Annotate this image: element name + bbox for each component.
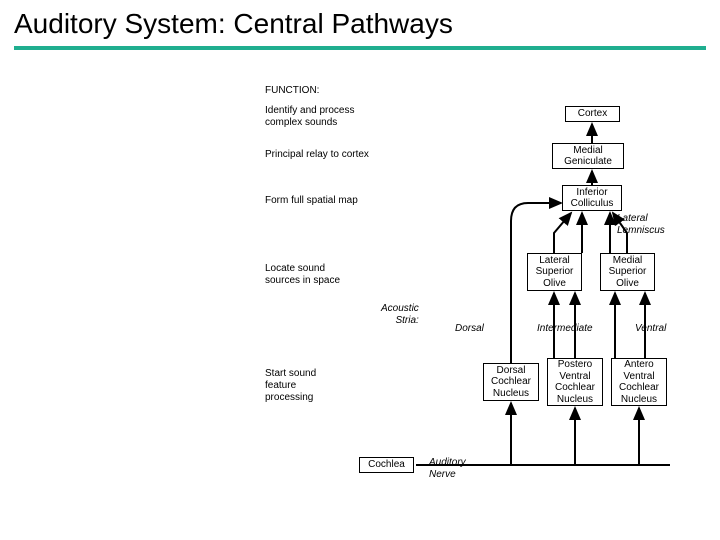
- italic-label-as: AcousticStria:: [381, 303, 419, 326]
- function-label-f4: Locate soundsources in space: [265, 263, 340, 287]
- node-avcn: AnteroVentralCochlearNucleus: [611, 358, 667, 406]
- italic-label-dor: Dorsal: [455, 323, 484, 335]
- node-mso: MedialSuperiorOlive: [600, 253, 655, 291]
- function-label-f2: Principal relay to cortex: [265, 149, 369, 161]
- italic-label-ven: Ventral: [635, 323, 666, 335]
- node-ic: InferiorColliculus: [562, 185, 622, 211]
- node-lso: LateralSuperiorOlive: [527, 253, 582, 291]
- italic-label-an: AuditoryNerve: [429, 457, 466, 480]
- italic-label-int: Intermediate: [537, 323, 593, 335]
- function-label-f3: Form full spatial map: [265, 195, 358, 207]
- node-cortex: Cortex: [565, 106, 620, 122]
- node-dcn: DorsalCochlearNucleus: [483, 363, 539, 401]
- title-underline: [14, 46, 706, 50]
- function-label-f5: Start soundfeatureprocessing: [265, 368, 316, 404]
- node-cochlea: Cochlea: [359, 457, 414, 473]
- function-label-f1: Identify and processcomplex sounds: [265, 105, 355, 129]
- pathway-diagram: FUNCTION: Identify and processcomplex so…: [265, 85, 705, 525]
- node-mg: MedialGeniculate: [552, 143, 624, 169]
- italic-label-ll: LateralLemniscus: [617, 213, 665, 236]
- node-pvcn: PosteroVentralCochlearNucleus: [547, 358, 603, 406]
- page-title: Auditory System: Central Pathways: [0, 0, 720, 46]
- function-header: FUNCTION:: [265, 85, 319, 97]
